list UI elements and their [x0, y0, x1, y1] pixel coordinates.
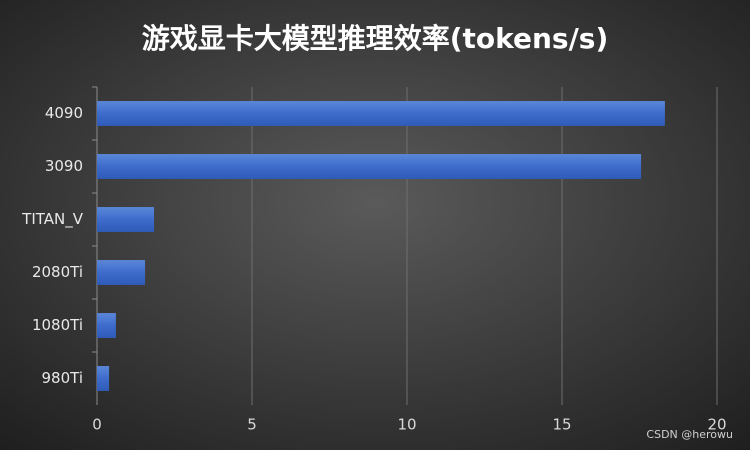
y-tick-label: 4090: [45, 104, 83, 122]
x-tick-label: 15: [552, 416, 571, 434]
y-tick-label: 980Ti: [42, 369, 84, 387]
bar: [97, 260, 146, 285]
y-tick-label: TITAN_V: [21, 210, 84, 229]
x-tick-label: 20: [707, 416, 726, 434]
bar: [97, 313, 116, 338]
bar: [97, 366, 110, 391]
bar: [97, 101, 665, 126]
x-tick-label: 0: [92, 416, 102, 434]
bar: [97, 207, 155, 232]
watermark: CSDN @herowu: [646, 428, 733, 441]
y-tick-label: 3090: [45, 157, 83, 175]
y-tick-label: 1080Ti: [32, 316, 83, 334]
y-tick-label: 2080Ti: [32, 263, 83, 281]
x-tick-label: 10: [397, 416, 416, 434]
bar: [97, 154, 642, 179]
chart-title: 游戏显卡大模型推理效率(tokens/s): [142, 22, 609, 55]
x-tick-label: 5: [247, 416, 257, 434]
